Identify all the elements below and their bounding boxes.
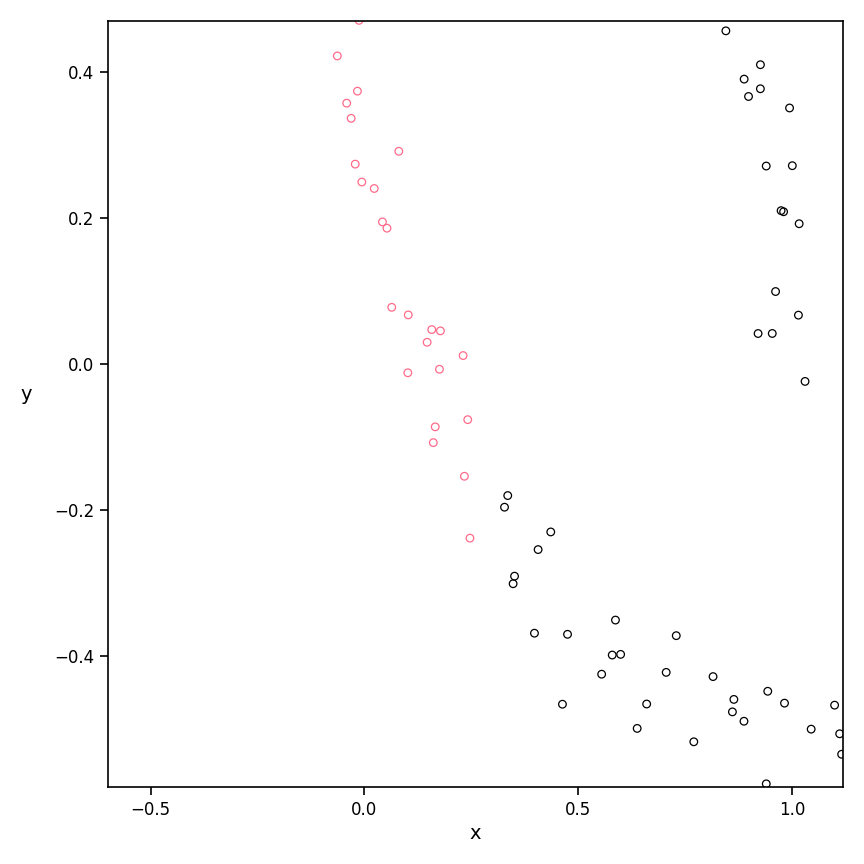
Point	[461, 413, 474, 427]
Point	[561, 627, 575, 641]
Point	[759, 777, 773, 791]
Point	[392, 144, 406, 158]
Point	[401, 365, 415, 379]
Point	[427, 435, 441, 449]
Point	[761, 684, 775, 698]
Point	[556, 697, 569, 711]
Point	[355, 175, 369, 189]
Point	[330, 49, 344, 63]
Point	[737, 715, 751, 728]
Point	[380, 221, 394, 235]
Point	[348, 157, 362, 171]
Point	[753, 58, 767, 72]
Point	[751, 327, 765, 340]
Point	[753, 82, 767, 96]
Point	[367, 181, 381, 195]
Point	[783, 101, 797, 115]
Point	[828, 698, 842, 712]
Point	[420, 335, 434, 349]
Point	[766, 327, 779, 340]
Point	[804, 722, 818, 736]
Point	[719, 24, 733, 38]
Point	[508, 569, 522, 583]
Y-axis label: y: y	[21, 385, 32, 404]
Point	[458, 469, 472, 483]
Point	[737, 73, 751, 86]
Point	[613, 647, 627, 661]
Point	[434, 324, 448, 338]
Point	[528, 626, 542, 640]
Point	[706, 670, 720, 683]
Point	[456, 349, 470, 363]
Point	[402, 308, 416, 321]
Point	[501, 489, 515, 503]
Point	[670, 629, 683, 643]
Point	[726, 705, 740, 719]
Point	[785, 159, 799, 173]
Point	[0, 66, 6, 79]
Point	[853, 652, 864, 666]
Point	[659, 665, 673, 679]
Point	[798, 374, 812, 388]
X-axis label: x: x	[470, 824, 481, 843]
Point	[463, 531, 477, 545]
Point	[543, 525, 557, 539]
Point	[384, 301, 398, 314]
Point	[429, 420, 442, 434]
Point	[791, 308, 805, 322]
Point	[835, 747, 848, 761]
Point	[759, 159, 773, 173]
Point	[833, 727, 847, 740]
Point	[353, 14, 366, 28]
Point	[433, 362, 447, 376]
Point	[639, 697, 653, 711]
Point	[344, 111, 358, 125]
Point	[376, 215, 390, 229]
Point	[531, 543, 545, 556]
Point	[769, 284, 783, 298]
Point	[425, 322, 439, 336]
Point	[774, 204, 788, 218]
Point	[608, 613, 622, 627]
Point	[792, 217, 806, 231]
Point	[778, 696, 791, 710]
Point	[630, 721, 644, 735]
Point	[606, 648, 619, 662]
Point	[498, 500, 511, 514]
Point	[741, 90, 755, 104]
Point	[506, 577, 520, 591]
Point	[687, 735, 701, 749]
Point	[351, 84, 365, 98]
Point	[340, 96, 353, 110]
Point	[594, 667, 608, 681]
Point	[777, 205, 791, 219]
Point	[727, 693, 740, 707]
